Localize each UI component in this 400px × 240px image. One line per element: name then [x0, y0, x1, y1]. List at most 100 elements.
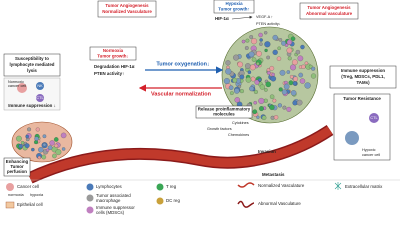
cell-deco [245, 38, 250, 43]
cell-deco [269, 104, 275, 110]
cancer-cell [345, 131, 359, 145]
decoration [237, 200, 255, 208]
legend-label: T reg [166, 184, 177, 189]
cell-deco [258, 32, 263, 38]
cell-decorations [16, 31, 317, 160]
cell-deco [290, 90, 297, 96]
cell-deco [239, 74, 245, 80]
cell-deco [264, 31, 268, 35]
cell-deco [41, 154, 47, 160]
cell-deco [286, 47, 293, 54]
cell-deco [27, 127, 31, 132]
cell-deco [49, 140, 55, 146]
cell-deco [270, 115, 275, 120]
label: Hypoxia [225, 1, 243, 6]
label: Chemokines [228, 133, 249, 137]
cell-deco [256, 115, 260, 119]
decoration [86, 206, 94, 214]
label: cancer cell [8, 84, 26, 88]
cell-deco [249, 35, 254, 39]
legend-label: Epithelial cell [17, 202, 43, 207]
inset [3, 77, 61, 111]
cell-deco [292, 59, 298, 66]
cell-deco [270, 75, 277, 82]
decoration [6, 183, 14, 191]
label: Abnormal vasculature [306, 11, 353, 16]
cell-deco [54, 143, 59, 148]
label: (Treg, MDSCs, PDL1, [341, 74, 384, 79]
cell-deco [298, 72, 303, 78]
cell-deco [310, 73, 317, 79]
cell-deco [233, 54, 240, 61]
box [333, 93, 391, 161]
cell-deco [251, 38, 257, 45]
legend-label: normoxia [8, 193, 25, 197]
label: Vascular normalization [151, 91, 212, 97]
cell-deco [290, 64, 296, 71]
cell-deco [247, 70, 252, 74]
cell-deco [254, 79, 260, 85]
cell-deco [253, 89, 258, 94]
cell-deco [272, 98, 277, 103]
cell-deco [290, 36, 296, 41]
legend-label: Lymphocytes [96, 184, 123, 189]
cell-deco [259, 42, 263, 46]
cell-deco [273, 115, 279, 120]
cell-deco [264, 41, 271, 48]
decoration [86, 183, 94, 191]
cell-deco [228, 85, 234, 90]
cell-deco [52, 153, 57, 159]
label: Invasion [258, 149, 276, 154]
decoration [231, 15, 253, 20]
label: Tumor oxygenation↓ [156, 61, 210, 67]
cell-deco [304, 82, 311, 89]
box [97, 0, 157, 18]
label: Enhancing [6, 159, 29, 164]
label: Normoxic [8, 80, 24, 84]
cell-deco [61, 147, 66, 151]
label: perfusion [7, 169, 27, 174]
cell-deco [258, 97, 265, 104]
cell-deco [261, 115, 267, 120]
decoration [156, 183, 164, 191]
cell-deco [297, 55, 304, 62]
legend-label: Cancer cell [17, 184, 39, 189]
cell-deco [45, 148, 50, 152]
label: NK [37, 84, 43, 88]
cell-deco [237, 61, 243, 68]
cell-deco [34, 136, 39, 141]
legend-label: Tumor associated [96, 193, 131, 198]
cell-deco [53, 137, 59, 142]
cell-deco [16, 135, 22, 142]
label: Tumor Angiogenesis [105, 3, 149, 8]
label: Metastasis [262, 172, 285, 177]
cell-deco [245, 63, 251, 69]
label: Tumor growth↑ [218, 7, 249, 12]
cell-deco [42, 134, 47, 139]
cell-deco [249, 86, 255, 92]
vessel [27, 124, 334, 184]
cell-deco [278, 38, 283, 42]
cell-deco [25, 134, 29, 139]
cell-deco [60, 132, 67, 139]
cell-deco [286, 70, 291, 74]
label: CTL [370, 116, 377, 120]
label: Release proinflammatory [198, 107, 251, 112]
label: lysis [27, 68, 37, 73]
decoration [334, 182, 342, 190]
box [299, 2, 359, 20]
cell-deco [277, 103, 282, 108]
decoration [237, 182, 255, 188]
decoration [86, 194, 94, 202]
decoration [156, 197, 164, 205]
cell-deco [225, 68, 232, 75]
cell-deco [263, 98, 268, 103]
cell-deco [286, 39, 293, 45]
label: Susceptibility to [15, 56, 49, 61]
cell-deco [245, 77, 252, 83]
legend: Cancer cell normoxia hypoxia Epithelial … [5, 182, 383, 215]
legend-label: macrophage [96, 198, 121, 203]
cell-deco [269, 66, 275, 71]
cell-deco [253, 101, 257, 105]
cell-deco [251, 57, 257, 62]
